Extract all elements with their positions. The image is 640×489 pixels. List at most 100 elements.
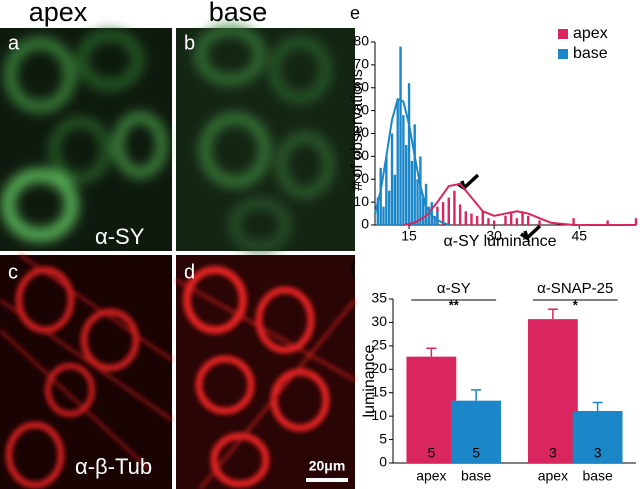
bar	[441, 202, 445, 225]
panel-label: d	[184, 261, 195, 283]
group-label: α-SNAP-25	[537, 280, 613, 297]
legend-label: base	[573, 45, 608, 62]
legend-swatch	[558, 49, 568, 59]
bar	[376, 197, 380, 225]
x-tick-label: base	[461, 468, 492, 484]
panel-label: c	[8, 261, 18, 283]
panel-label: e	[350, 3, 360, 23]
y-tick-label: 40	[353, 124, 369, 140]
column-header: apex	[29, 0, 88, 27]
n-label: 3	[594, 445, 602, 461]
y-tick-label: 80	[353, 33, 369, 49]
n-label: 5	[427, 445, 435, 461]
bar	[433, 215, 436, 225]
y-tick-label: 15	[371, 383, 387, 399]
y-tick-label: 25	[371, 337, 387, 353]
error-bar	[547, 308, 558, 320]
bar	[387, 190, 391, 225]
y-tick-label: 60	[353, 78, 369, 94]
y-tick-label: 10	[353, 193, 369, 209]
bar	[399, 46, 402, 226]
bar	[527, 319, 578, 463]
bar	[379, 167, 382, 225]
bar	[407, 83, 411, 225]
image-d: d 20μm	[175, 255, 356, 489]
y-axis-label: luminance	[361, 344, 378, 417]
image-c: c α-β-Tub	[0, 254, 173, 489]
n-label: 5	[472, 445, 480, 461]
error-bar	[592, 401, 603, 411]
fit-curve	[403, 182, 636, 226]
image-b: b	[176, 25, 355, 251]
x-tick-label: 15	[401, 228, 417, 244]
bar	[419, 156, 422, 225]
bar	[487, 218, 490, 225]
y-tick-label: 70	[353, 56, 369, 72]
bar	[606, 220, 609, 225]
significance: **	[449, 297, 460, 312]
bar	[492, 220, 496, 225]
bar	[475, 215, 479, 225]
bar	[430, 202, 433, 225]
bar	[436, 211, 439, 225]
bar	[453, 190, 456, 225]
arrow	[520, 224, 542, 243]
significance: *	[573, 297, 579, 312]
fit-curve	[374, 97, 450, 226]
bar	[572, 218, 575, 225]
bar	[402, 115, 405, 225]
y-tick-label: 20	[371, 360, 387, 376]
bar	[458, 204, 462, 225]
bar	[538, 220, 541, 225]
x-tick-label: base	[582, 468, 613, 484]
legend-swatch	[558, 29, 568, 39]
error-bar	[426, 347, 437, 357]
bar	[406, 356, 457, 463]
panel-label: b	[184, 32, 195, 54]
bar	[405, 144, 408, 225]
column-header: base	[209, 0, 268, 27]
group-label: α-SY	[437, 280, 471, 297]
bar	[410, 160, 414, 225]
y-tick-label: 35	[371, 290, 387, 306]
x-tick-label: apex	[416, 468, 446, 484]
bar	[509, 213, 513, 225]
image-a: a α-SY	[0, 28, 172, 251]
x-tick-label: 30	[486, 228, 502, 244]
n-label: 3	[549, 445, 557, 461]
y-axis-label: # of observations	[349, 69, 366, 191]
bar	[382, 206, 385, 225]
bar	[413, 124, 416, 225]
y-tick-label: 50	[353, 101, 369, 117]
x-tick-label: 45	[571, 228, 587, 244]
bar	[470, 213, 473, 225]
bar	[427, 206, 431, 225]
x-tick-label: apex	[538, 468, 568, 484]
error-bar	[471, 389, 482, 401]
scale-label: 20μm	[309, 458, 346, 474]
y-tick-label: 30	[371, 313, 387, 329]
panel-label: a	[8, 32, 20, 54]
bar	[504, 215, 507, 225]
y-tick-label: 0	[361, 216, 369, 232]
y-tick-label: 5	[379, 430, 387, 446]
stain-label: α-β-Tub	[75, 454, 152, 479]
stain-label: α-SY	[95, 224, 145, 249]
bar	[521, 211, 524, 225]
bar	[396, 99, 399, 225]
y-tick-label: 30	[353, 147, 369, 163]
bar	[416, 179, 419, 225]
bar	[422, 197, 425, 225]
bar	[526, 215, 530, 225]
bar	[393, 174, 397, 225]
y-tick-label: 20	[353, 170, 369, 186]
bar	[464, 211, 467, 225]
bar	[634, 218, 638, 225]
bar	[451, 400, 502, 463]
panel-label: f	[350, 259, 356, 279]
bar	[390, 133, 394, 225]
legend-label: apex	[573, 25, 608, 42]
bar	[447, 197, 450, 225]
bar	[515, 218, 519, 225]
